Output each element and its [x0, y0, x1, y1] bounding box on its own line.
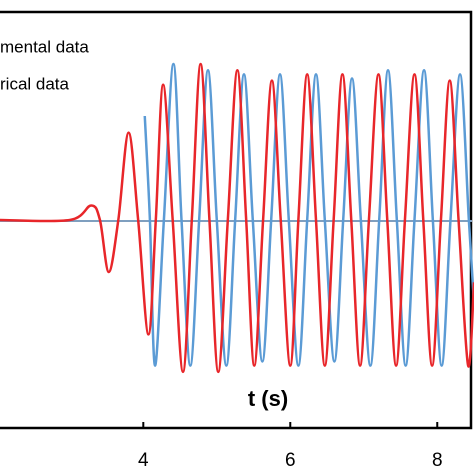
- x-tick-label: 6: [285, 450, 296, 471]
- x-tick-label: 8: [432, 450, 443, 471]
- x-axis-label: t (s): [248, 386, 288, 411]
- legend-label: mental data: [0, 37, 89, 56]
- legend-label: rical data: [0, 74, 70, 93]
- line-series: [0, 62, 474, 374]
- x-tick-label: 4: [138, 450, 149, 471]
